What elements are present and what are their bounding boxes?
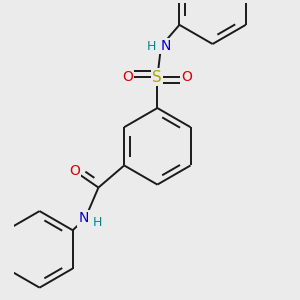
Text: H: H: [93, 216, 102, 230]
Text: O: O: [182, 70, 192, 84]
Text: O: O: [122, 70, 134, 84]
Text: N: N: [160, 39, 171, 53]
Text: O: O: [70, 164, 80, 178]
Text: N: N: [79, 212, 89, 226]
Text: S: S: [152, 70, 162, 85]
Text: H: H: [147, 40, 156, 53]
